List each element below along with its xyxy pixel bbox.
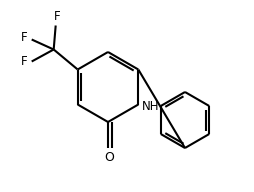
Text: O: O: [105, 151, 115, 164]
Text: NH: NH: [142, 100, 160, 113]
Text: F: F: [21, 31, 28, 44]
Text: F: F: [53, 9, 60, 22]
Text: F: F: [21, 55, 28, 68]
